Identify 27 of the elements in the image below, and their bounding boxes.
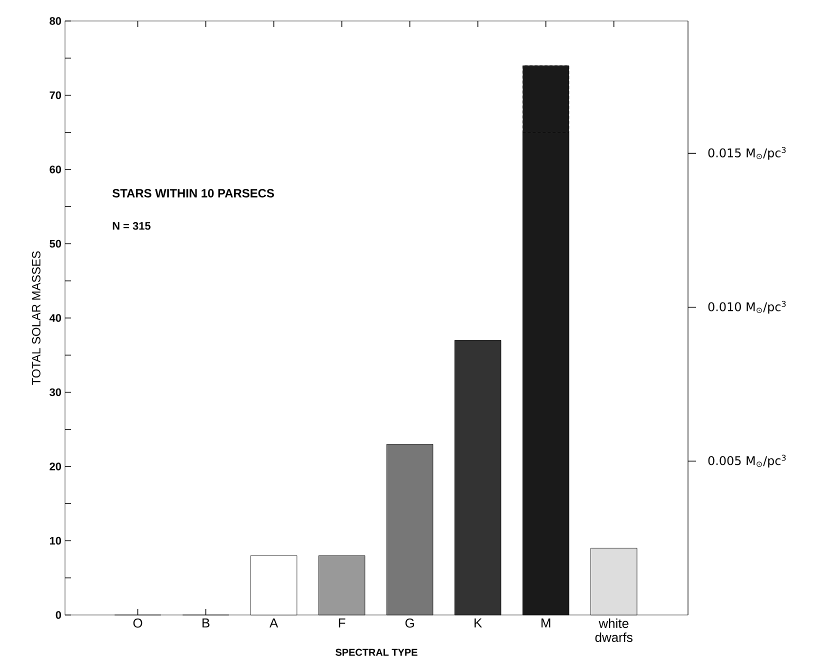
y-tick-label: 80: [50, 17, 62, 25]
x-tick-label: B: [202, 618, 210, 628]
y2-tick-label: 0.015: [708, 148, 741, 158]
x-tick-label: G: [405, 618, 414, 628]
y-tick-label: 20: [50, 462, 62, 470]
y-axis-title: TOTAL SOLAR MASSES: [32, 251, 40, 385]
y2-tick-label: 0.005: [708, 456, 741, 466]
y-tick-label: 70: [50, 91, 62, 100]
y2-axis-title: M$_{⊙}$/pc$^{3}$: [746, 454, 786, 468]
x-tick-label: A: [270, 618, 278, 628]
annotation: STARS WITHIN 10 PARSECS: [112, 189, 274, 198]
x-tick-label: white dwarfs: [595, 618, 632, 642]
y-tick-label: 40: [49, 314, 62, 322]
y2-tick-label: 0.010: [708, 302, 741, 312]
x-tick-label: F: [338, 618, 346, 628]
y-tick-label: 30: [50, 388, 62, 396]
annotation: N = 315: [112, 222, 151, 230]
text: M$_{⊙}$/pc$^{3}$: [746, 146, 786, 160]
y-tick-label: 0: [56, 611, 62, 619]
y-tick-label: 10: [50, 536, 62, 545]
y-tick-label: 60: [50, 166, 62, 174]
x-tick-label: O: [133, 618, 142, 628]
y-tick-label: 50: [50, 240, 62, 248]
x-tick-label: K: [474, 618, 482, 628]
x-axis-title: SPECTRAL TYPE: [336, 648, 418, 656]
x-tick-label: M: [542, 618, 550, 628]
text: M$_{⊙}$/pc$^{3}$: [746, 300, 786, 314]
